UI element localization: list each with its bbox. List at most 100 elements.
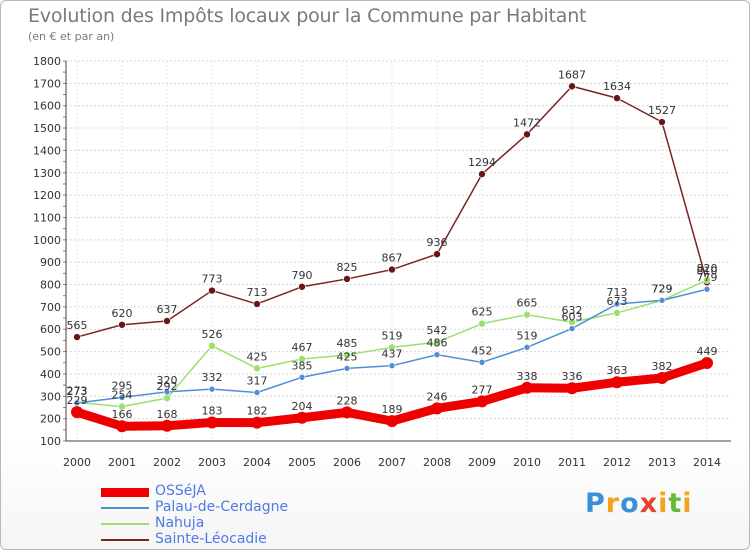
data-label: 425 — [337, 350, 358, 363]
data-label: 1294 — [468, 156, 496, 169]
data-point — [476, 395, 488, 408]
data-label: 273 — [67, 384, 88, 397]
data-label: 713 — [247, 286, 268, 299]
data-point — [431, 402, 443, 415]
data-point — [388, 265, 396, 274]
data-point — [433, 338, 441, 347]
legend-label: Nahuja — [155, 515, 205, 531]
data-point — [523, 130, 531, 139]
data-label: 382 — [652, 360, 673, 373]
data-point — [433, 351, 441, 359]
data-point — [388, 362, 396, 369]
data-point — [388, 343, 396, 352]
data-label: 317 — [247, 374, 268, 387]
data-label: 292 — [157, 380, 178, 393]
data-label: 1634 — [603, 80, 631, 93]
data-label: 332 — [202, 371, 223, 384]
data-label: 425 — [247, 350, 268, 363]
data-point — [208, 286, 216, 295]
data-point — [298, 373, 306, 381]
y-tick-label: 200 — [40, 413, 61, 426]
data-label: 632 — [562, 304, 583, 317]
data-label: 295 — [112, 379, 133, 392]
chart-subtitle: (en € et par an) — [28, 30, 115, 43]
data-label: 437 — [382, 348, 403, 361]
y-tick-label: 100 — [40, 435, 61, 448]
data-label: 542 — [427, 324, 448, 337]
data-label: 467 — [292, 341, 313, 354]
y-tick-label: 1600 — [33, 100, 61, 113]
data-label: 320 — [157, 374, 178, 387]
data-label: 790 — [292, 269, 313, 282]
data-point — [118, 320, 126, 329]
x-tick-label: 2007 — [378, 456, 406, 469]
data-label: 526 — [202, 328, 223, 341]
data-point — [613, 94, 621, 102]
data-label: 603 — [562, 311, 583, 324]
legend-swatch — [101, 507, 149, 509]
data-point — [208, 385, 216, 393]
x-tick-label: 2001 — [108, 456, 136, 469]
legend-label: OSSéJA — [155, 483, 206, 499]
data-point — [251, 416, 263, 429]
x-tick-label: 2009 — [468, 456, 496, 469]
data-point — [73, 333, 81, 341]
data-point — [253, 389, 261, 396]
data-label: 519 — [382, 329, 403, 342]
data-label: 825 — [337, 261, 358, 274]
data-point — [208, 341, 216, 350]
data-point — [478, 359, 486, 366]
data-label: 810 — [697, 264, 718, 277]
data-label: 1472 — [513, 116, 541, 129]
data-label: 168 — [157, 408, 178, 421]
data-point — [658, 297, 666, 304]
data-label: 565 — [67, 319, 88, 332]
data-label: 729 — [652, 282, 673, 295]
data-point — [253, 364, 261, 373]
data-label: 338 — [517, 370, 538, 383]
y-tick-label: 600 — [40, 323, 61, 336]
data-point — [163, 394, 171, 402]
x-tick-label: 2004 — [243, 456, 271, 469]
data-label: 363 — [607, 364, 628, 377]
data-label: 936 — [427, 236, 448, 249]
data-label: 779 — [697, 271, 718, 284]
data-label: 665 — [517, 297, 538, 310]
data-point — [656, 371, 668, 384]
data-point — [701, 356, 713, 369]
data-label: 867 — [382, 252, 403, 265]
y-tick-label: 700 — [40, 301, 61, 314]
x-tick-label: 2014 — [693, 456, 721, 469]
data-point — [611, 376, 623, 389]
data-point — [613, 300, 621, 308]
data-point — [343, 351, 351, 359]
data-label: 519 — [517, 329, 538, 342]
data-label: 273 — [67, 385, 88, 398]
data-label: 229 — [67, 394, 88, 407]
data-point — [163, 388, 171, 396]
data-label: 637 — [157, 303, 178, 316]
data-label: 773 — [202, 273, 223, 286]
data-label: 620 — [112, 307, 133, 320]
y-tick-label: 900 — [40, 256, 61, 269]
y-tick-label: 1800 — [33, 55, 61, 68]
data-point — [386, 415, 398, 428]
data-point — [296, 411, 308, 424]
data-label: 713 — [607, 286, 628, 299]
y-tick-label: 1400 — [33, 144, 61, 157]
data-point — [521, 381, 533, 394]
data-label: 625 — [472, 306, 493, 319]
data-label: 254 — [112, 389, 133, 402]
data-point — [343, 365, 351, 372]
data-point — [566, 382, 578, 395]
legend-label: Palau-de-Cerdagne — [155, 499, 289, 515]
x-tick-label: 2002 — [153, 456, 181, 469]
data-point — [523, 344, 531, 351]
data-label: 673 — [607, 295, 628, 308]
y-tick-label: 1500 — [33, 122, 61, 135]
legend-swatch — [101, 539, 149, 541]
y-tick-label: 300 — [40, 390, 61, 403]
x-tick-label: 2010 — [513, 456, 541, 469]
x-tick-label: 2005 — [288, 456, 316, 469]
